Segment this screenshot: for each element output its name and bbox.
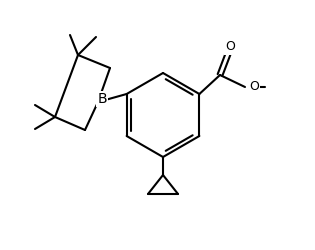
Text: O: O (225, 40, 235, 54)
Text: B: B (97, 92, 107, 106)
Text: O: O (249, 80, 259, 94)
